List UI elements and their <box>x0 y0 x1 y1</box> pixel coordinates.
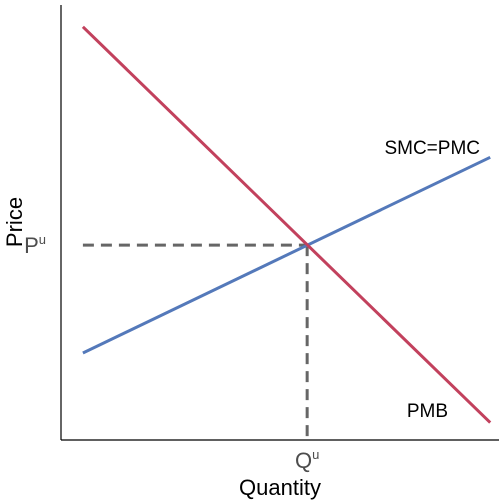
y-tick-label: Pu <box>24 232 46 258</box>
y-tick-sup: u <box>39 232 46 247</box>
x-tick-label: Qu <box>295 447 319 473</box>
pmb-curve <box>81 25 492 424</box>
pmb-label: PMB <box>407 401 448 422</box>
smc-pmc-label: SMC=PMC <box>384 138 480 159</box>
y-tick-base: P <box>24 233 39 258</box>
smc-pmc-curve <box>82 155 491 355</box>
x-axis-title: Quantity <box>239 475 321 500</box>
x-tick-sup: u <box>312 447 319 462</box>
y-axis-title: Price <box>2 197 27 247</box>
x-tick-base: Q <box>295 448 312 473</box>
plot-area <box>81 25 492 440</box>
